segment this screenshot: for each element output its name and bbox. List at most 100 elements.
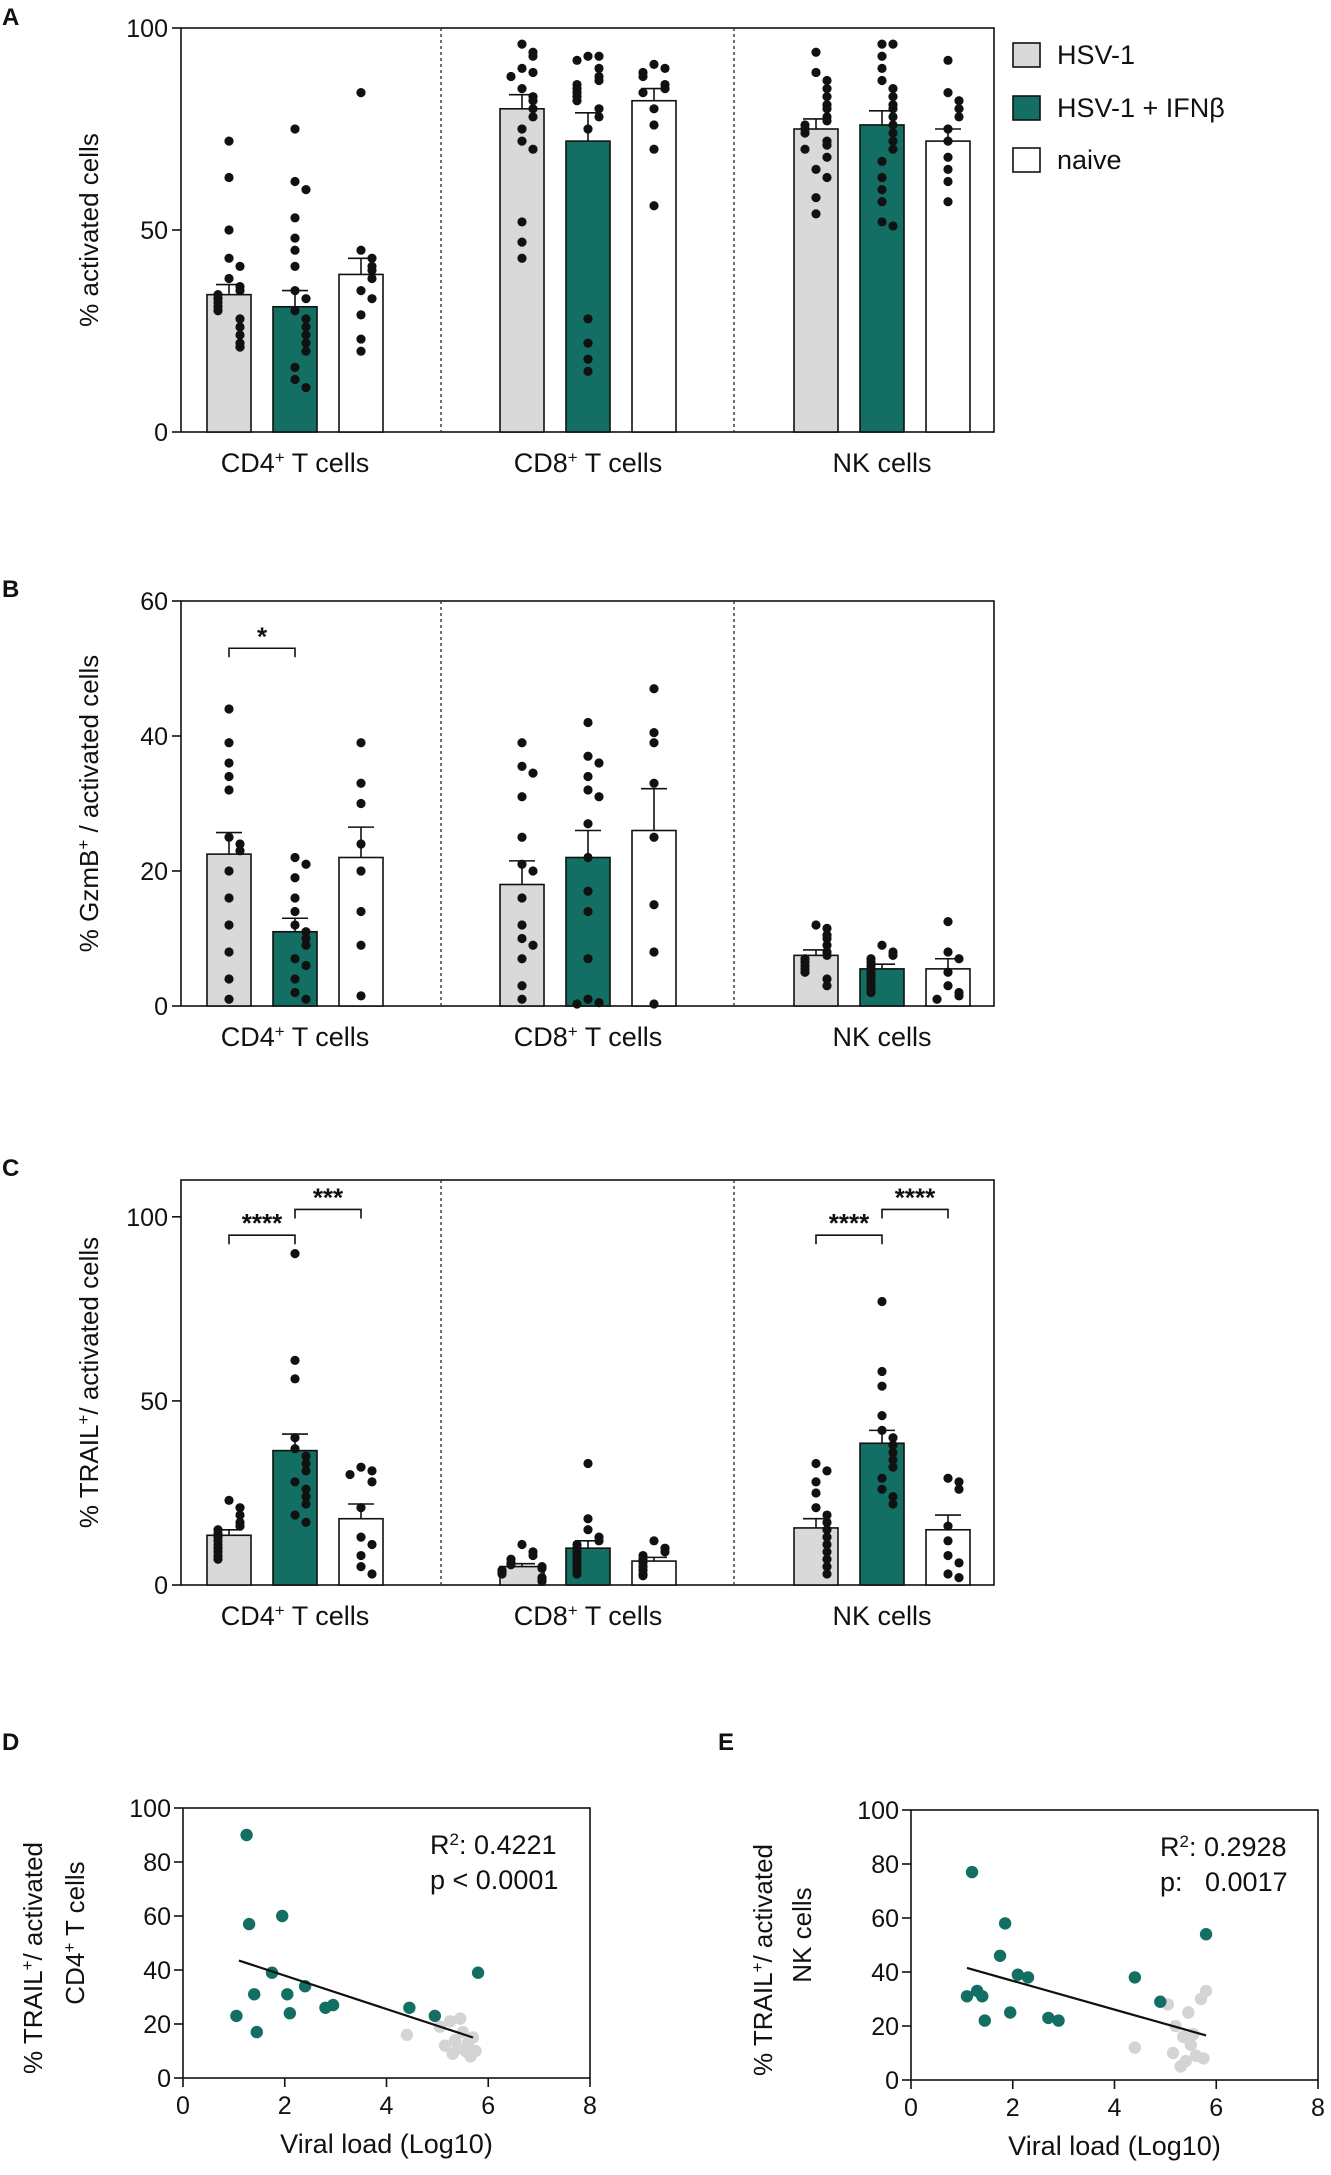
data-point	[583, 717, 593, 728]
data-point	[517, 994, 527, 1004]
data-point	[356, 798, 366, 809]
y-axis-label: % activated cells	[74, 133, 104, 327]
data-point	[290, 987, 300, 998]
data-point	[290, 893, 300, 903]
bar-0-0	[206, 293, 252, 433]
data-point	[224, 253, 234, 263]
data-point	[822, 950, 832, 960]
r-squared-sup: 2	[450, 1830, 459, 1849]
data-point	[301, 322, 311, 332]
data-point	[356, 839, 366, 849]
y-tick-label: 100	[129, 1795, 171, 1823]
data-point	[301, 960, 311, 971]
data-point	[800, 144, 810, 154]
data-point	[954, 1484, 964, 1494]
group-label-sup: +	[275, 1022, 285, 1041]
data-point	[888, 1462, 898, 1472]
x-tick-label: 4	[1108, 2094, 1122, 2122]
data-point	[235, 846, 245, 856]
data-point	[517, 893, 527, 903]
data-point	[290, 286, 300, 296]
data-point	[583, 124, 593, 134]
scatter-point	[1042, 2011, 1055, 2025]
data-point	[822, 923, 832, 933]
data-point	[517, 39, 527, 49]
legend-label-1: HSV-1 + IFNβ	[1057, 93, 1225, 123]
data-point	[954, 1558, 964, 1568]
data-point	[301, 185, 311, 195]
data-point	[866, 987, 876, 998]
y-tick-label: 20	[871, 2013, 899, 2041]
data-point	[224, 136, 234, 146]
data-point	[301, 330, 311, 340]
data-point	[943, 136, 953, 146]
data-point	[638, 88, 648, 98]
data-point	[290, 306, 300, 316]
data-point	[594, 112, 604, 122]
scatter-point	[965, 1865, 979, 1879]
group-label-rest: T cells	[285, 1601, 370, 1631]
data-point	[517, 84, 527, 94]
data-point	[583, 954, 593, 964]
data-point	[811, 47, 821, 57]
y-axis-label-main: % TRAIL	[18, 1970, 48, 2074]
data-point	[356, 334, 366, 344]
legend-label-2: naive	[1057, 145, 1122, 175]
x-tick-label: 8	[583, 2092, 597, 2120]
data-point	[877, 217, 887, 227]
data-point	[290, 374, 300, 385]
bar-2-1	[859, 124, 905, 433]
y-tick-label: 40	[140, 723, 168, 751]
r-squared-sup: 2	[1180, 1832, 1189, 1851]
group-label-1: CD8+ T cells	[514, 448, 663, 479]
data-point	[290, 233, 300, 243]
data-point	[583, 51, 593, 61]
legend-swatch-2	[1012, 147, 1041, 173]
group-label-sup: +	[275, 448, 285, 467]
scatter-point	[978, 2014, 991, 2027]
data-point	[367, 253, 377, 263]
data-point	[224, 785, 234, 795]
scatter-point	[1021, 1971, 1035, 1984]
x-tick-label: 0	[176, 2092, 190, 2120]
data-point	[290, 213, 300, 223]
data-point	[224, 974, 234, 984]
data-point	[517, 832, 527, 842]
data-point	[888, 92, 898, 102]
data-point	[290, 124, 300, 134]
data-point	[822, 1525, 832, 1535]
r-squared-value: : 0.2928	[1189, 1832, 1287, 1862]
data-point	[888, 1440, 898, 1450]
significance-label-0: ****	[242, 1208, 283, 1238]
group-label-rest: T cells	[285, 1022, 370, 1052]
y-axis-label-rest: / activated cells	[74, 1237, 104, 1415]
data-point	[356, 738, 366, 748]
data-point	[822, 1554, 832, 1564]
y-axis-label-main: % GzmB	[74, 850, 104, 953]
data-point	[877, 1296, 887, 1307]
group-label-main: CD4	[221, 1601, 275, 1631]
data-point	[290, 852, 300, 863]
data-point	[224, 225, 234, 235]
y-tick-label: 100	[126, 1204, 168, 1232]
bar-2-1	[859, 1442, 905, 1586]
data-point	[877, 197, 887, 207]
y-axis-label-line1: % TRAIL+/ activated	[748, 1844, 779, 2076]
data-point	[235, 342, 245, 352]
x-axis-label: Viral load (Log10)	[1008, 2131, 1221, 2161]
x-tick-label: 0	[904, 2094, 918, 2122]
data-point	[290, 1433, 300, 1443]
data-point	[301, 1451, 311, 1461]
scatter-point	[428, 2009, 442, 2023]
scatter-point	[1199, 1984, 1213, 1998]
scatter-point	[993, 1949, 1007, 1963]
data-point	[290, 1374, 300, 1384]
data-point	[943, 947, 953, 957]
data-point	[356, 778, 366, 788]
data-point	[583, 338, 593, 348]
data-point	[888, 120, 898, 130]
data-point	[367, 1466, 377, 1476]
data-point	[583, 1525, 593, 1535]
data-point	[954, 1573, 964, 1583]
